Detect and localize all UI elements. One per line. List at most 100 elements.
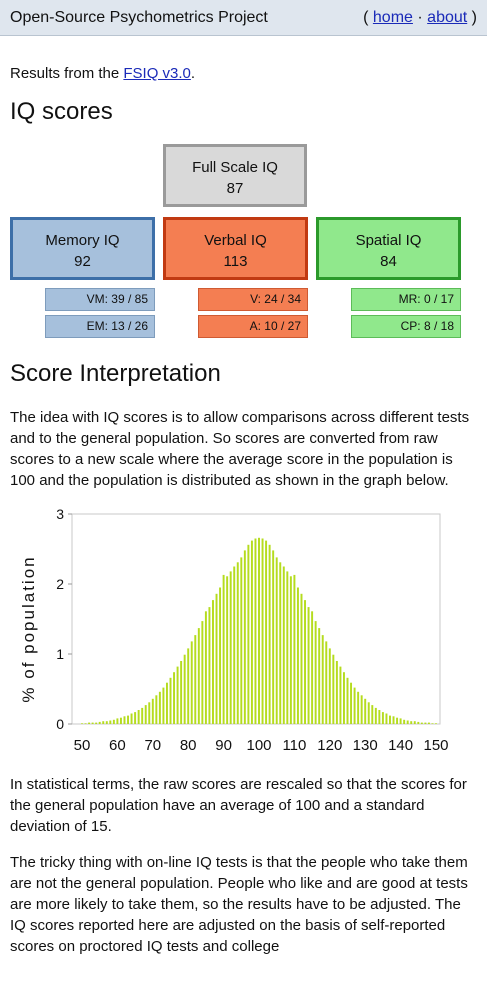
histogram-bar	[95, 722, 98, 724]
site-title: Open-Source Psychometrics Project	[10, 8, 268, 26]
histogram-bar	[240, 557, 243, 724]
full-scale-iq-value: 87	[226, 180, 244, 197]
histogram-bar	[282, 566, 285, 724]
histogram-bar	[364, 698, 367, 724]
histogram-bar	[304, 600, 306, 724]
histogram-bar	[371, 705, 374, 724]
histogram-bar	[151, 698, 154, 724]
full-scale-iq-label: Full Scale IQ	[192, 159, 278, 176]
results-line: Results from the FSIQ v3.0.	[10, 65, 477, 82]
histogram-bar	[410, 721, 413, 724]
histogram-bar	[424, 722, 427, 724]
histogram-bar	[261, 538, 264, 724]
results-prefix: Results from the	[10, 65, 124, 82]
histogram-bar	[201, 621, 204, 724]
about-link[interactable]: about	[427, 8, 468, 26]
x-tick-label: 150	[423, 737, 448, 754]
interpretation-paragraph-3: The tricky thing with on-line IQ tests i…	[10, 854, 468, 955]
histogram-bar	[197, 628, 200, 724]
y-tick-label: 3	[56, 506, 64, 522]
histogram-bar	[385, 713, 388, 724]
chart-ticks: 50 60 70 80 90 100 110 120 130 140 150 0 1 2 3	[56, 506, 448, 754]
histogram-bar	[155, 695, 158, 724]
subscore-em: EM: 13 / 26	[45, 315, 155, 338]
x-tick-label: 110	[282, 737, 306, 754]
histogram-bar	[311, 611, 314, 724]
x-tick-label: 50	[74, 737, 91, 754]
full-scale-iq-box: Full Scale IQ 87	[163, 144, 307, 207]
histogram-bar	[321, 635, 324, 724]
histogram-bar	[116, 718, 119, 724]
histogram-bar	[357, 691, 360, 724]
histogram-bar	[119, 717, 122, 724]
histogram-bar	[275, 557, 278, 724]
histogram-bar	[353, 687, 356, 724]
histogram-bar	[127, 715, 129, 724]
histogram-bar	[378, 710, 381, 724]
histogram-bar	[165, 682, 168, 724]
histogram-bar	[148, 702, 151, 724]
histogram-bar	[265, 540, 268, 724]
histogram-bar	[289, 576, 292, 724]
histogram-bar	[396, 717, 399, 724]
x-tick-label: 90	[215, 737, 232, 754]
top-nav: ( home · about )	[363, 9, 477, 27]
histogram-bar	[219, 587, 222, 724]
histogram-bar	[81, 723, 83, 724]
histogram-bar	[233, 566, 236, 724]
histogram-bar	[112, 719, 115, 724]
spatial-iq-value: 84	[380, 253, 397, 270]
histogram-bar	[105, 721, 108, 724]
histogram-bar	[346, 677, 349, 724]
histogram-bar	[194, 635, 197, 724]
y-tick-label: 1	[56, 646, 64, 662]
histogram-bar	[293, 574, 296, 724]
y-tick-label: 0	[56, 716, 64, 732]
histogram-bar	[413, 721, 416, 724]
histogram-bar	[144, 705, 147, 724]
histogram-bar	[137, 710, 140, 724]
iq-distribution-chart: 50 60 70 80 90 100 110 120 130 140 150 0 1 2 3 % of po…	[19, 506, 449, 754]
histogram-bar	[403, 719, 406, 724]
histogram-bar	[208, 607, 211, 724]
histogram-bar	[91, 722, 94, 724]
histogram-bar	[314, 621, 317, 724]
histogram-bar	[243, 550, 246, 724]
nav-close-paren: )	[471, 8, 477, 26]
histogram-bar	[420, 722, 423, 724]
histogram-bar	[300, 593, 303, 724]
histogram-bar	[183, 654, 186, 724]
subscore-v: V: 24 / 34	[198, 288, 308, 311]
histogram-bar	[102, 721, 105, 724]
histogram-bar	[176, 666, 179, 724]
histogram-bar	[381, 712, 384, 724]
chart-bars	[81, 537, 437, 724]
x-tick-label: 140	[388, 737, 413, 754]
memory-iq-box: Memory IQ 92	[10, 217, 155, 280]
verbal-iq-label: Verbal IQ	[204, 232, 267, 249]
histogram-bar	[335, 661, 338, 724]
histogram-bar	[158, 691, 161, 724]
histogram-bar	[84, 723, 87, 724]
subscore-cp: CP: 8 / 18	[351, 315, 461, 338]
histogram-bar	[130, 713, 133, 724]
histogram-bar	[360, 695, 363, 724]
x-tick-label: 80	[180, 737, 197, 754]
spatial-iq-box: Spatial IQ 84	[316, 217, 461, 280]
histogram-bar	[190, 641, 193, 724]
histogram-bar	[325, 641, 328, 724]
histogram-bar	[180, 661, 183, 724]
spatial-iq-label: Spatial IQ	[355, 232, 422, 249]
histogram-bar	[254, 538, 257, 724]
home-link[interactable]: home	[372, 8, 413, 26]
histogram-bar	[332, 654, 335, 724]
verbal-iq-box: Verbal IQ 113	[163, 217, 308, 280]
histogram-bar	[229, 571, 232, 724]
histogram-bar	[328, 648, 331, 724]
subscore-a: A: 10 / 27	[198, 315, 308, 338]
histogram-bar	[374, 707, 377, 724]
main-content: Results from the FSIQ v3.0. IQ scores Fu…	[0, 65, 487, 957]
histogram-bar	[162, 687, 165, 724]
histogram-bar	[187, 648, 190, 724]
test-link[interactable]: FSIQ v3.0	[123, 65, 191, 82]
